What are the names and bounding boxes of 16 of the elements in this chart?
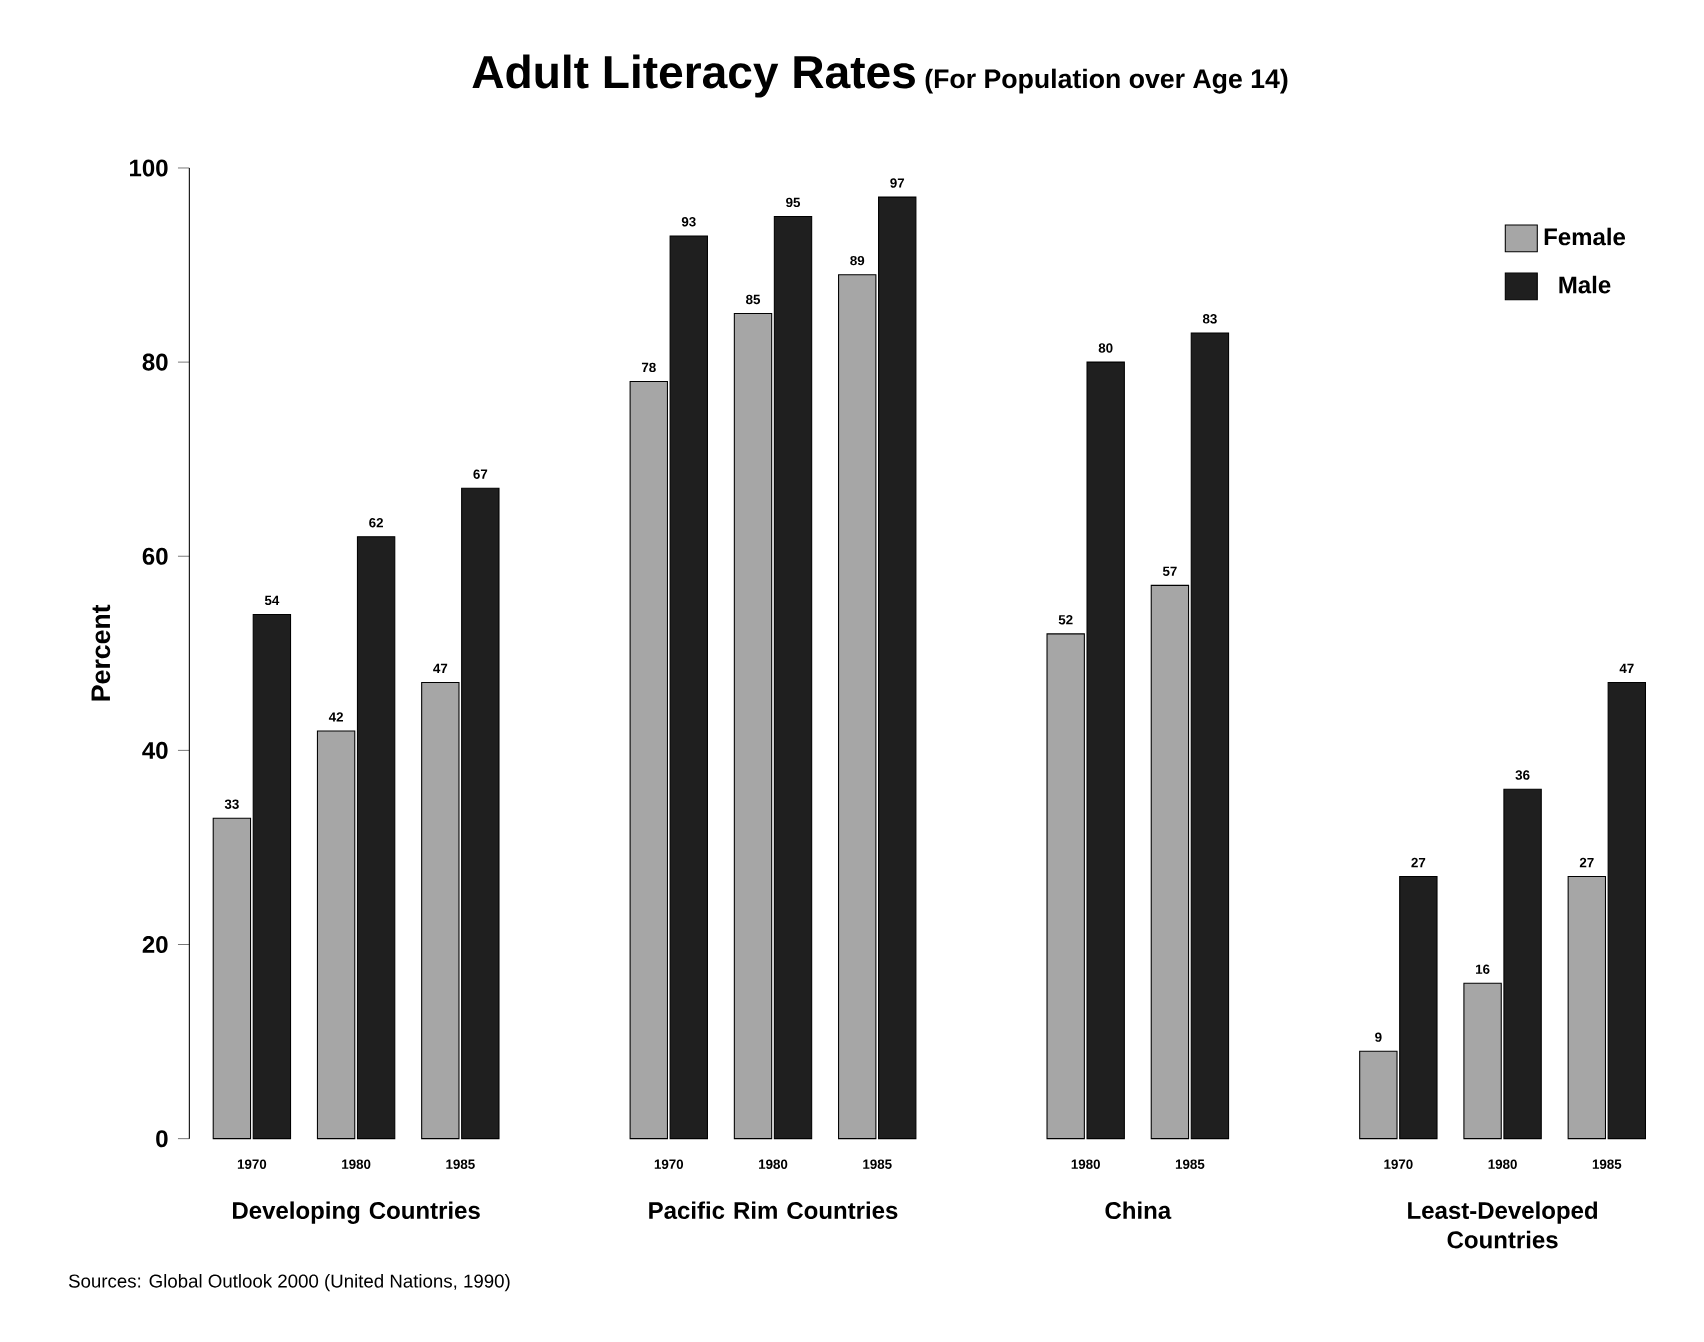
y-axis-title: Percent [91, 605, 111, 701]
text: Pacific Rim Countries [649, 1201, 898, 1220]
chart-title: Adult Literacy Rates [472, 54, 915, 98]
source-note: Sources: Global Outlook 2000 (United Nations, 1990) [68, 1274, 510, 1292]
text: China [1105, 1201, 1172, 1220]
y-tick-label: 0 [156, 1130, 168, 1148]
y-tick-label: 20 [142, 936, 168, 954]
text: Developing Countries [233, 1201, 480, 1225]
y-tick-label: 100 [130, 159, 168, 177]
chart-subtitle: (For Population over Age 14) [925, 69, 1288, 94]
y-tick-label: 40 [142, 742, 168, 760]
y-tick-label: 60 [142, 548, 168, 566]
legend-label: Female [1544, 228, 1626, 246]
y-tick-label: 80 [142, 353, 168, 371]
legend-label: Male [1559, 276, 1611, 294]
text: Least-Developed Countries [1408, 1201, 1598, 1249]
